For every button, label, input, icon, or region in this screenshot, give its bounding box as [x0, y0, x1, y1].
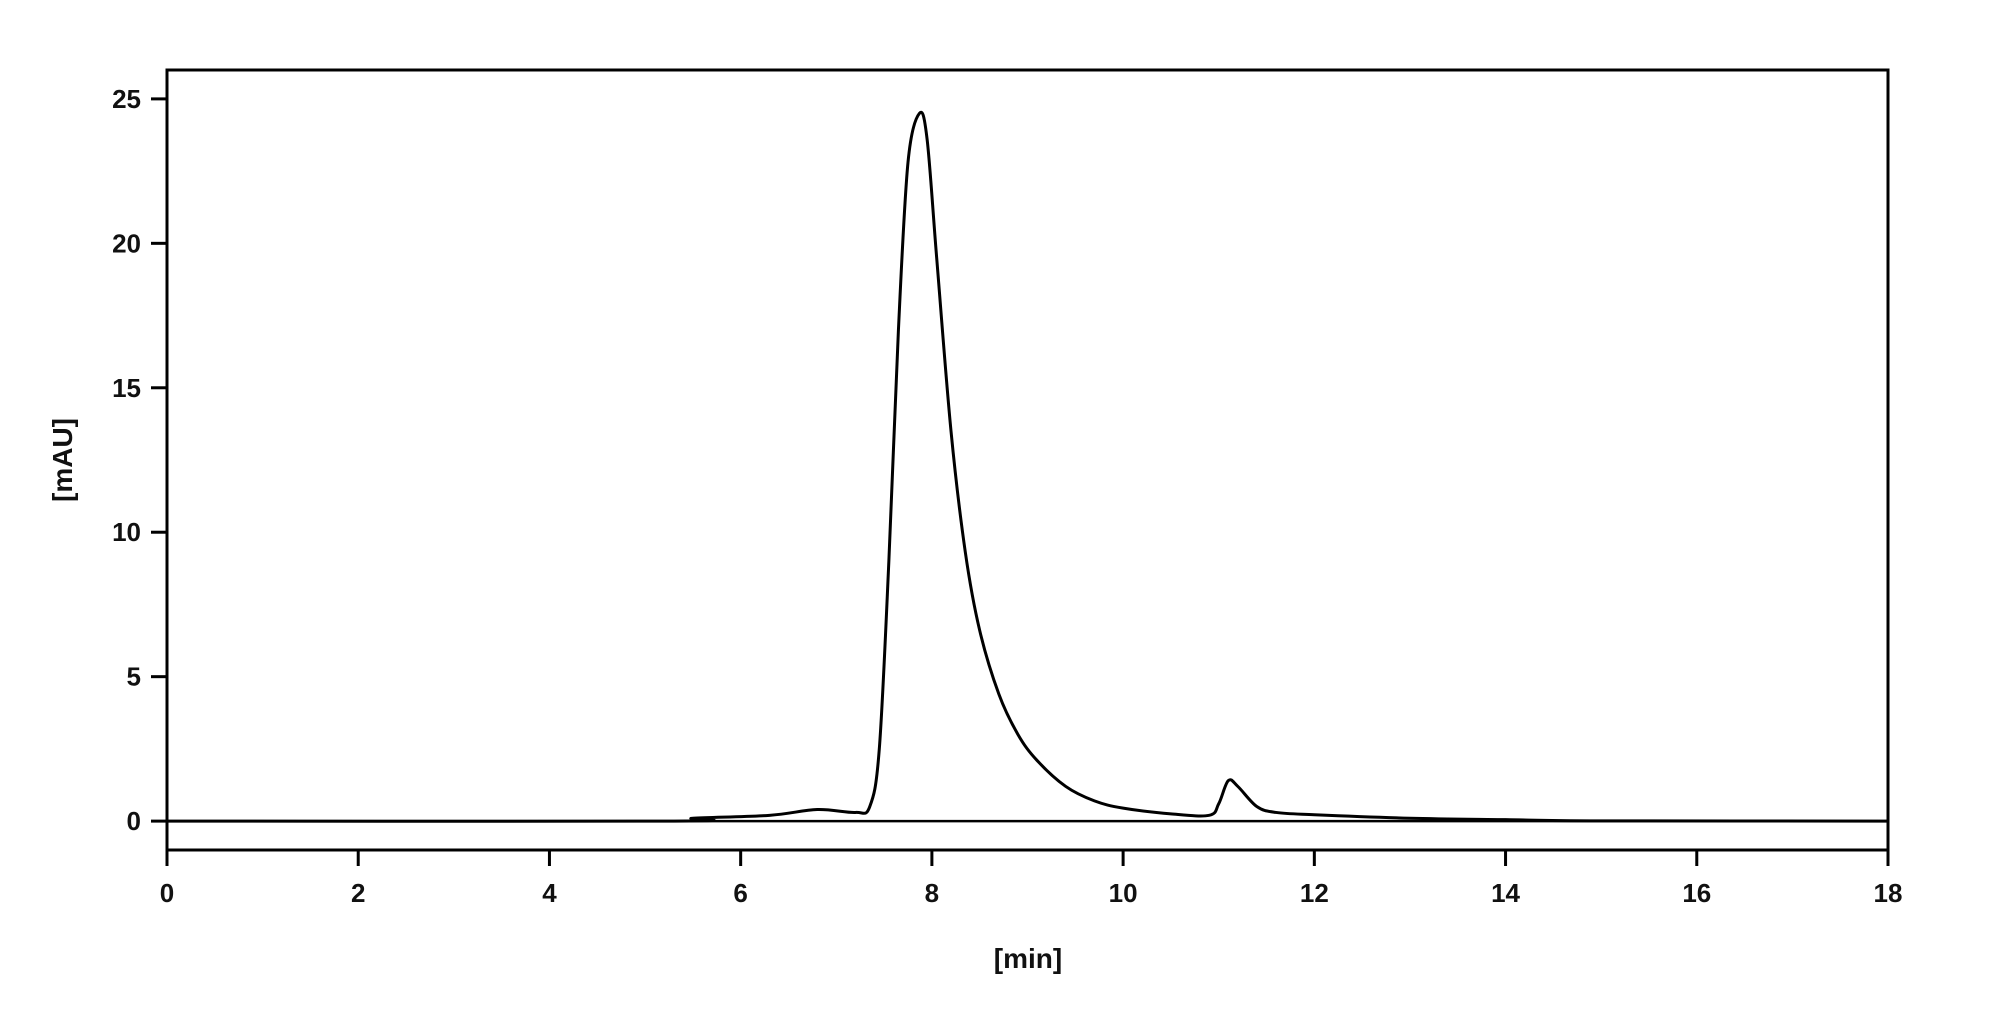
- x-tick-label: 12: [1300, 878, 1329, 908]
- plot-frame: [165, 68, 1890, 852]
- x-tick-label: 16: [1682, 878, 1711, 908]
- x-tick-label: 4: [542, 878, 557, 908]
- y-tick-label: 5: [127, 662, 141, 692]
- y-tick-label: 20: [112, 228, 141, 258]
- x-tick-label: 8: [925, 878, 939, 908]
- y-tick-label: 10: [112, 517, 141, 547]
- x-axis-label: [min]: [994, 943, 1062, 974]
- x-tick-label: 10: [1109, 878, 1138, 908]
- x-tick-label: 2: [351, 878, 365, 908]
- y-axis: 0 5 10 15 20 25: [112, 84, 167, 836]
- x-tick-label: 6: [733, 878, 747, 908]
- y-axis-label: [mAU]: [47, 418, 78, 502]
- x-tick-label: 18: [1874, 878, 1903, 908]
- y-tick-label: 25: [112, 84, 141, 114]
- x-axis: 0 2 4 6 8 10 12 14 16 18: [160, 850, 1903, 908]
- x-tick-label: 14: [1491, 878, 1520, 908]
- y-tick-label: 15: [112, 373, 141, 403]
- x-tick-label: 0: [160, 878, 174, 908]
- y-tick-label: 0: [127, 806, 141, 836]
- series-line: [166, 110, 1889, 823]
